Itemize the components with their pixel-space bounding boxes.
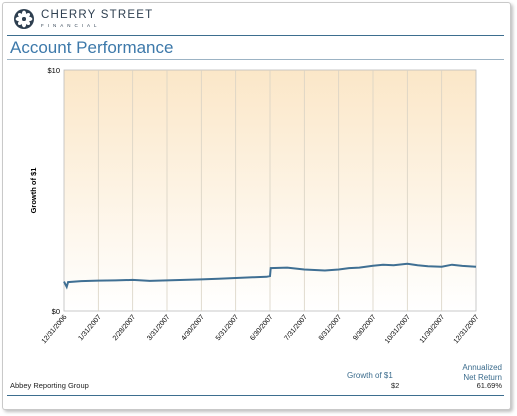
header-divider (7, 35, 504, 36)
brand-subtitle: FINANCIAL (41, 22, 101, 28)
x-tick-label: 1/31/2007 (77, 314, 102, 342)
flower-logo-icon (14, 9, 34, 29)
title-divider (7, 59, 504, 60)
page-title: Account Performance (10, 38, 174, 57)
x-tick-label: 6/30/2007 (249, 314, 274, 342)
x-tick-label: 7/31/2007 (283, 314, 308, 342)
group-growth: $2 (391, 381, 400, 390)
x-tick-label: 10/31/2007 (384, 314, 412, 345)
x-tick-label: 4/30/2007 (180, 314, 205, 342)
brand-logo: CHERRY STREET FINANCIAL (13, 8, 153, 30)
return-column-header-line2: Net Return (463, 373, 502, 382)
series-line (63, 262, 477, 290)
x-tick-label: 8/31/2007 (318, 314, 343, 342)
x-tick-label: 11/30/2007 (419, 314, 447, 345)
footer-divider (7, 395, 504, 396)
brand-name: CHERRY STREET (41, 9, 154, 21)
x-tick-label: 12/31/2006 (41, 314, 69, 345)
growth-chart: $0 $10 12/31/2006 1/31/2007 2/28/2007 3/31/2… (29, 66, 481, 345)
return-column-header-line1: Annualized (462, 363, 502, 372)
report-panel: CHERRY STREET FINANCIAL Account Performa… (2, 2, 511, 410)
group-name: Abbey Reporting Group (10, 381, 89, 390)
x-tick-label: 2/28/2007 (112, 314, 137, 342)
x-tick-label: 5/31/2007 (215, 314, 240, 342)
x-tick-label: 9/30/2007 (352, 314, 377, 342)
group-return: 61.69% (476, 381, 502, 390)
y-tick-max: $10 (47, 66, 60, 75)
x-tick-label: 3/31/2007 (146, 314, 171, 342)
growth-column-header: Growth of $1 (347, 371, 393, 380)
x-tick-label: 12/31/2007 (453, 314, 481, 345)
y-tick-min: $0 (52, 307, 60, 316)
y-axis-label: Growth of $1 (29, 168, 38, 214)
